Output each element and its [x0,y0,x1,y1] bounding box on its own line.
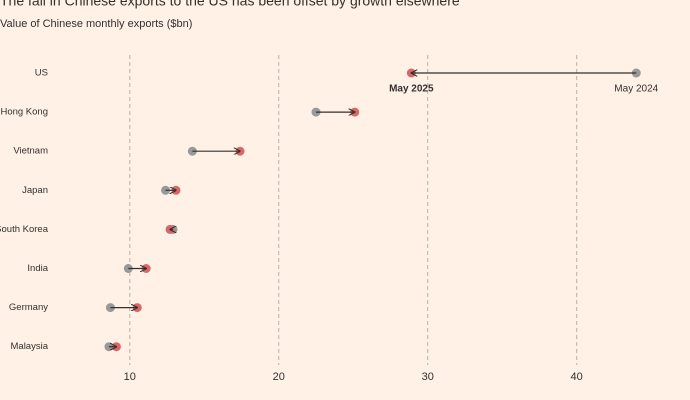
x-tick-label: 10 [124,371,136,383]
chart-title: The fall in Chinese exports to the US ha… [0,0,460,9]
category-label: Vietnam [13,146,48,157]
category-label: US [35,68,48,79]
category-label: India [27,263,48,274]
category-label: Malaysia [11,341,49,352]
x-tick-label: 30 [422,371,434,383]
series-label: May 2024 [614,84,658,95]
category-label: Germany [9,302,48,313]
category-label: Japan [22,185,48,196]
category-label: South Korea [0,224,49,235]
chart-subtitle: Value of Chinese monthly exports ($bn) [0,18,192,30]
category-label: Hong Kong [0,107,48,118]
x-tick-label: 40 [571,371,583,383]
x-tick-label: 20 [273,371,285,383]
series-label: May 2025 [389,84,434,95]
